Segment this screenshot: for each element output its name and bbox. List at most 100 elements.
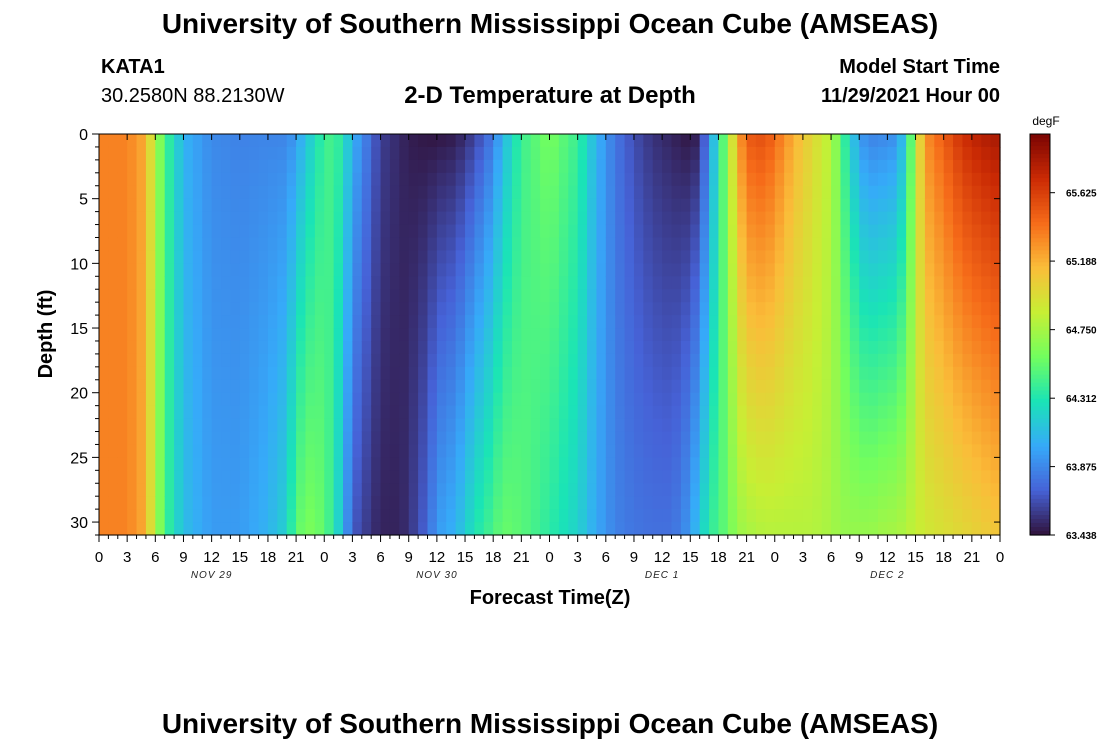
heatmap-cell: [587, 328, 598, 342]
heatmap-cell: [971, 418, 982, 433]
heatmap-cell: [474, 522, 485, 536]
heatmap-cell: [981, 198, 992, 213]
heatmap-cell: [221, 172, 231, 187]
heatmap-cell: [577, 496, 588, 510]
heatmap-cell: [211, 405, 222, 420]
colorbar-segment: [1030, 210, 1050, 215]
heatmap-cell: [877, 366, 888, 381]
heatmap-cell: [784, 302, 795, 316]
heatmap-cell: [746, 379, 757, 394]
heatmap-cell: [896, 198, 907, 213]
heatmap-cell: [249, 470, 260, 484]
heatmap-cell: [127, 302, 138, 316]
x-tick-label: 12: [429, 549, 446, 566]
heatmap-cell: [380, 444, 391, 458]
heatmap-cell: [587, 250, 598, 264]
heatmap-cell: [277, 392, 288, 407]
heatmap-cell: [371, 470, 382, 484]
colorbar-segment: [1030, 526, 1050, 532]
heatmap-cell: [249, 302, 260, 316]
heatmap-cell: [962, 263, 973, 277]
heatmap-cell: [784, 379, 795, 394]
heatmap-cell: [239, 444, 250, 458]
heatmap-cell: [652, 302, 663, 316]
heatmap-cell: [446, 340, 457, 355]
heatmap-cell: [465, 263, 476, 277]
heatmap-cell: [408, 224, 419, 239]
heatmap-cell: [793, 276, 804, 290]
heatmap-cell: [558, 366, 569, 381]
heatmap-cell: [906, 211, 917, 226]
heatmap-cell: [652, 198, 663, 213]
heatmap-cell: [765, 353, 776, 368]
heatmap-cell: [718, 250, 729, 264]
heatmap-cell: [314, 444, 325, 458]
heatmap-cell: [183, 134, 194, 148]
heatmap-cell: [737, 470, 748, 484]
heatmap-cell: [784, 405, 795, 420]
heatmap-cell: [455, 470, 466, 484]
heatmap-cell: [511, 353, 522, 368]
heatmap-cell: [511, 418, 522, 433]
heatmap-cell: [371, 134, 382, 148]
heatmap-cell: [737, 263, 748, 277]
heatmap-cell: [812, 134, 823, 148]
heatmap-cell: [971, 172, 982, 187]
heatmap-cell: [258, 263, 269, 277]
colorbar-segment: [1030, 254, 1050, 259]
heatmap-cell: [605, 392, 616, 407]
heatmap-cell: [399, 379, 410, 394]
heatmap-cell: [868, 146, 879, 161]
colorbar-segment: [1030, 478, 1050, 484]
heatmap-cell: [727, 444, 738, 458]
heatmap-cell: [502, 224, 513, 239]
heatmap-cell: [99, 237, 109, 252]
heatmap-cell: [981, 496, 992, 510]
heatmap-cell: [296, 237, 307, 252]
heatmap-cell: [962, 509, 973, 523]
heatmap-cell: [502, 172, 513, 187]
heatmap-cell: [924, 198, 935, 213]
colorbar-segment: [1030, 374, 1050, 380]
heatmap-cell: [755, 237, 766, 252]
heatmap-cell: [558, 392, 569, 407]
heatmap-cell: [652, 353, 663, 368]
heatmap-cell: [202, 198, 213, 213]
heatmap-cell: [343, 522, 354, 536]
heatmap-cell: [615, 276, 626, 290]
heatmap-cell: [99, 315, 109, 329]
heatmap-cell: [183, 172, 194, 187]
heatmap-cell: [99, 470, 109, 484]
heatmap-cell: [239, 457, 250, 471]
heatmap-cell: [549, 496, 560, 510]
heatmap-cell: [446, 224, 457, 239]
heatmap-cell: [812, 522, 823, 536]
heatmap-cell: [549, 134, 560, 148]
heatmap-cell: [418, 289, 429, 303]
heatmap-cell: [718, 444, 729, 458]
heatmap-cell: [277, 250, 288, 264]
heatmap-cell: [230, 457, 241, 471]
heatmap-cell: [680, 185, 691, 200]
heatmap-cell: [755, 509, 766, 523]
heatmap-cell: [690, 159, 701, 174]
heatmap-cell: [343, 276, 354, 290]
heatmap-cell: [868, 224, 879, 239]
heatmap-cell: [483, 276, 494, 290]
heatmap-cell: [605, 353, 616, 368]
heatmap-cell: [230, 431, 241, 446]
heatmap-cell: [709, 289, 720, 303]
heatmap-cell: [568, 457, 579, 471]
heatmap-cell: [943, 470, 954, 484]
heatmap-cell: [568, 392, 579, 407]
heatmap-cell: [774, 496, 785, 510]
heatmap-cell: [568, 289, 579, 303]
heatmap-cell: [221, 263, 231, 277]
heatmap-cell: [615, 250, 626, 264]
heatmap-cell: [324, 457, 335, 471]
heatmap-cell: [371, 224, 382, 239]
heatmap-cell: [305, 431, 316, 446]
heatmap-cell: [296, 418, 307, 433]
heatmap-cell: [474, 263, 485, 277]
heatmap-cell: [624, 134, 635, 148]
